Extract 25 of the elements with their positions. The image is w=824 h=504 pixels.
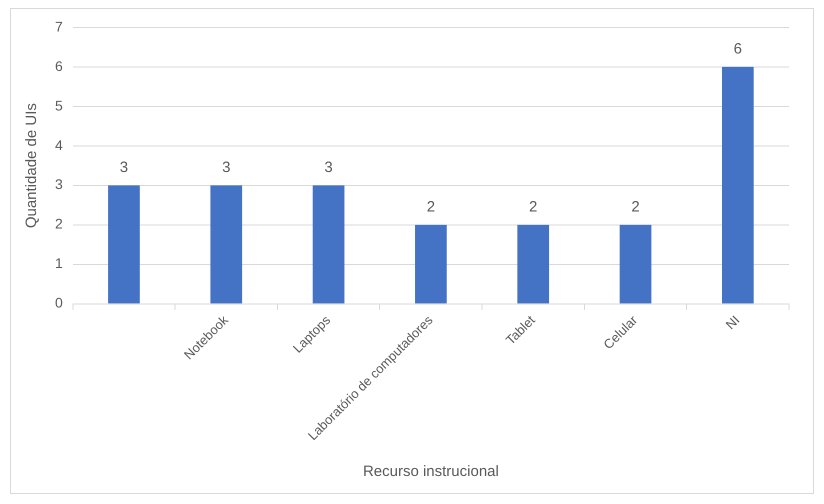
data-label: 6 [734, 40, 742, 58]
y-tick-label: 2 [54, 216, 63, 232]
bar [108, 185, 140, 304]
y-tick-label: 1 [54, 255, 63, 272]
bar [722, 66, 754, 304]
y-tick-label: 6 [54, 58, 63, 74]
bar [620, 224, 652, 304]
y-tick-label: 3 [54, 176, 63, 192]
bar [415, 224, 447, 304]
data-label: 3 [120, 159, 128, 176]
bar [210, 185, 242, 304]
data-label: 2 [426, 198, 436, 216]
y-tick-label: 4 [54, 136, 63, 153]
data-label: 2 [631, 198, 640, 216]
x-axis-title: Recurso instrucional [362, 463, 499, 480]
x-tick-label: NI [722, 312, 742, 332]
y-tick-label: 5 [54, 97, 63, 114]
data-label: 2 [529, 198, 538, 216]
data-label: 3 [324, 159, 333, 176]
y-tick-label: 7 [54, 18, 63, 34]
y-axis-title: Quantidade de UIs [23, 103, 40, 228]
data-label: 3 [222, 159, 230, 176]
y-tick-label: 0 [54, 294, 63, 311]
bar [312, 185, 344, 304]
bar [517, 224, 550, 304]
